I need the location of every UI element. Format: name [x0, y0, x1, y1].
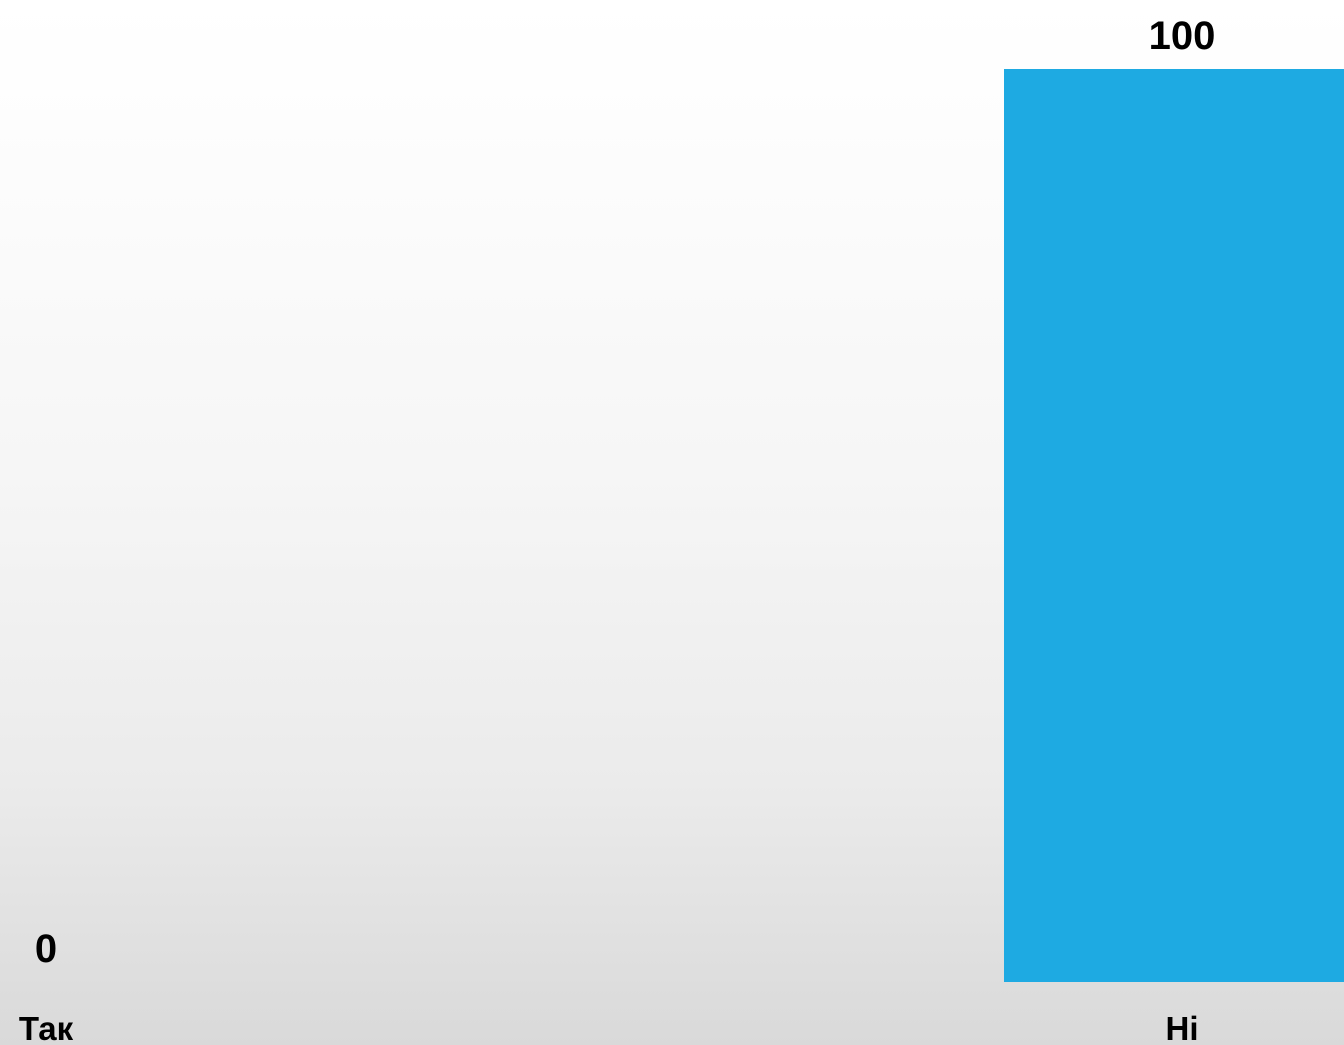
category-label-ni: Ні [1166, 1010, 1199, 1045]
category-label-tak: Так [19, 1010, 74, 1045]
bars-group [1004, 69, 1344, 982]
value-labels-group: 0 100 [35, 14, 1216, 971]
bar-ni [1004, 69, 1344, 982]
value-label-ni: 100 [1149, 14, 1216, 58]
value-label-tak: 0 [35, 927, 57, 971]
category-labels-group: Так Ні [19, 1010, 1199, 1045]
